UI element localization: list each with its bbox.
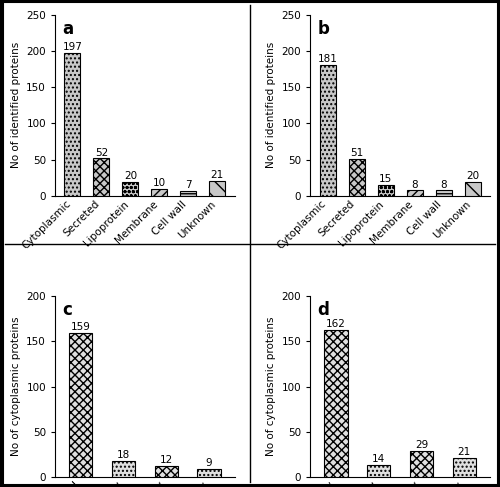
Bar [406,190,422,196]
Text: 159: 159 [70,322,90,332]
Bar [367,465,390,477]
Text: 21: 21 [458,447,471,457]
Text: 7: 7 [185,180,192,190]
Text: d: d [318,301,330,319]
Y-axis label: No of identified proteins: No of identified proteins [266,42,276,169]
Bar [210,181,226,196]
Text: 162: 162 [326,319,346,329]
Bar [112,461,135,477]
Text: 15: 15 [379,174,392,185]
Y-axis label: No of identified proteins: No of identified proteins [10,42,20,169]
Text: 29: 29 [415,440,428,450]
Bar [152,189,168,196]
Bar [324,330,347,477]
Text: 181: 181 [318,54,338,64]
Text: 197: 197 [62,42,82,52]
Text: 21: 21 [210,170,224,180]
Bar [452,458,476,477]
Text: 8: 8 [412,180,418,189]
Text: 9: 9 [206,458,212,468]
Text: 8: 8 [440,180,447,189]
Text: 10: 10 [153,178,166,188]
Bar [69,333,92,477]
Bar [464,182,480,196]
Text: 52: 52 [95,148,108,158]
Text: 20: 20 [466,171,479,181]
Bar [348,159,364,196]
Bar [154,467,178,477]
Bar [64,53,80,196]
Text: b: b [318,20,330,38]
Text: 14: 14 [372,454,386,464]
Text: 12: 12 [160,455,173,466]
Bar [198,469,221,477]
Text: 18: 18 [117,450,130,460]
Text: 51: 51 [350,149,364,158]
Y-axis label: No of cytoplasmic proteins: No of cytoplasmic proteins [10,317,20,456]
Y-axis label: No of cytoplasmic proteins: No of cytoplasmic proteins [266,317,276,456]
Bar [320,65,336,196]
Text: 20: 20 [124,171,137,181]
Bar [378,185,394,196]
Bar [410,451,434,477]
Bar [180,191,196,196]
Text: a: a [62,20,74,38]
Bar [122,182,138,196]
Bar [436,190,452,196]
Text: c: c [62,301,72,319]
Bar [94,158,110,196]
